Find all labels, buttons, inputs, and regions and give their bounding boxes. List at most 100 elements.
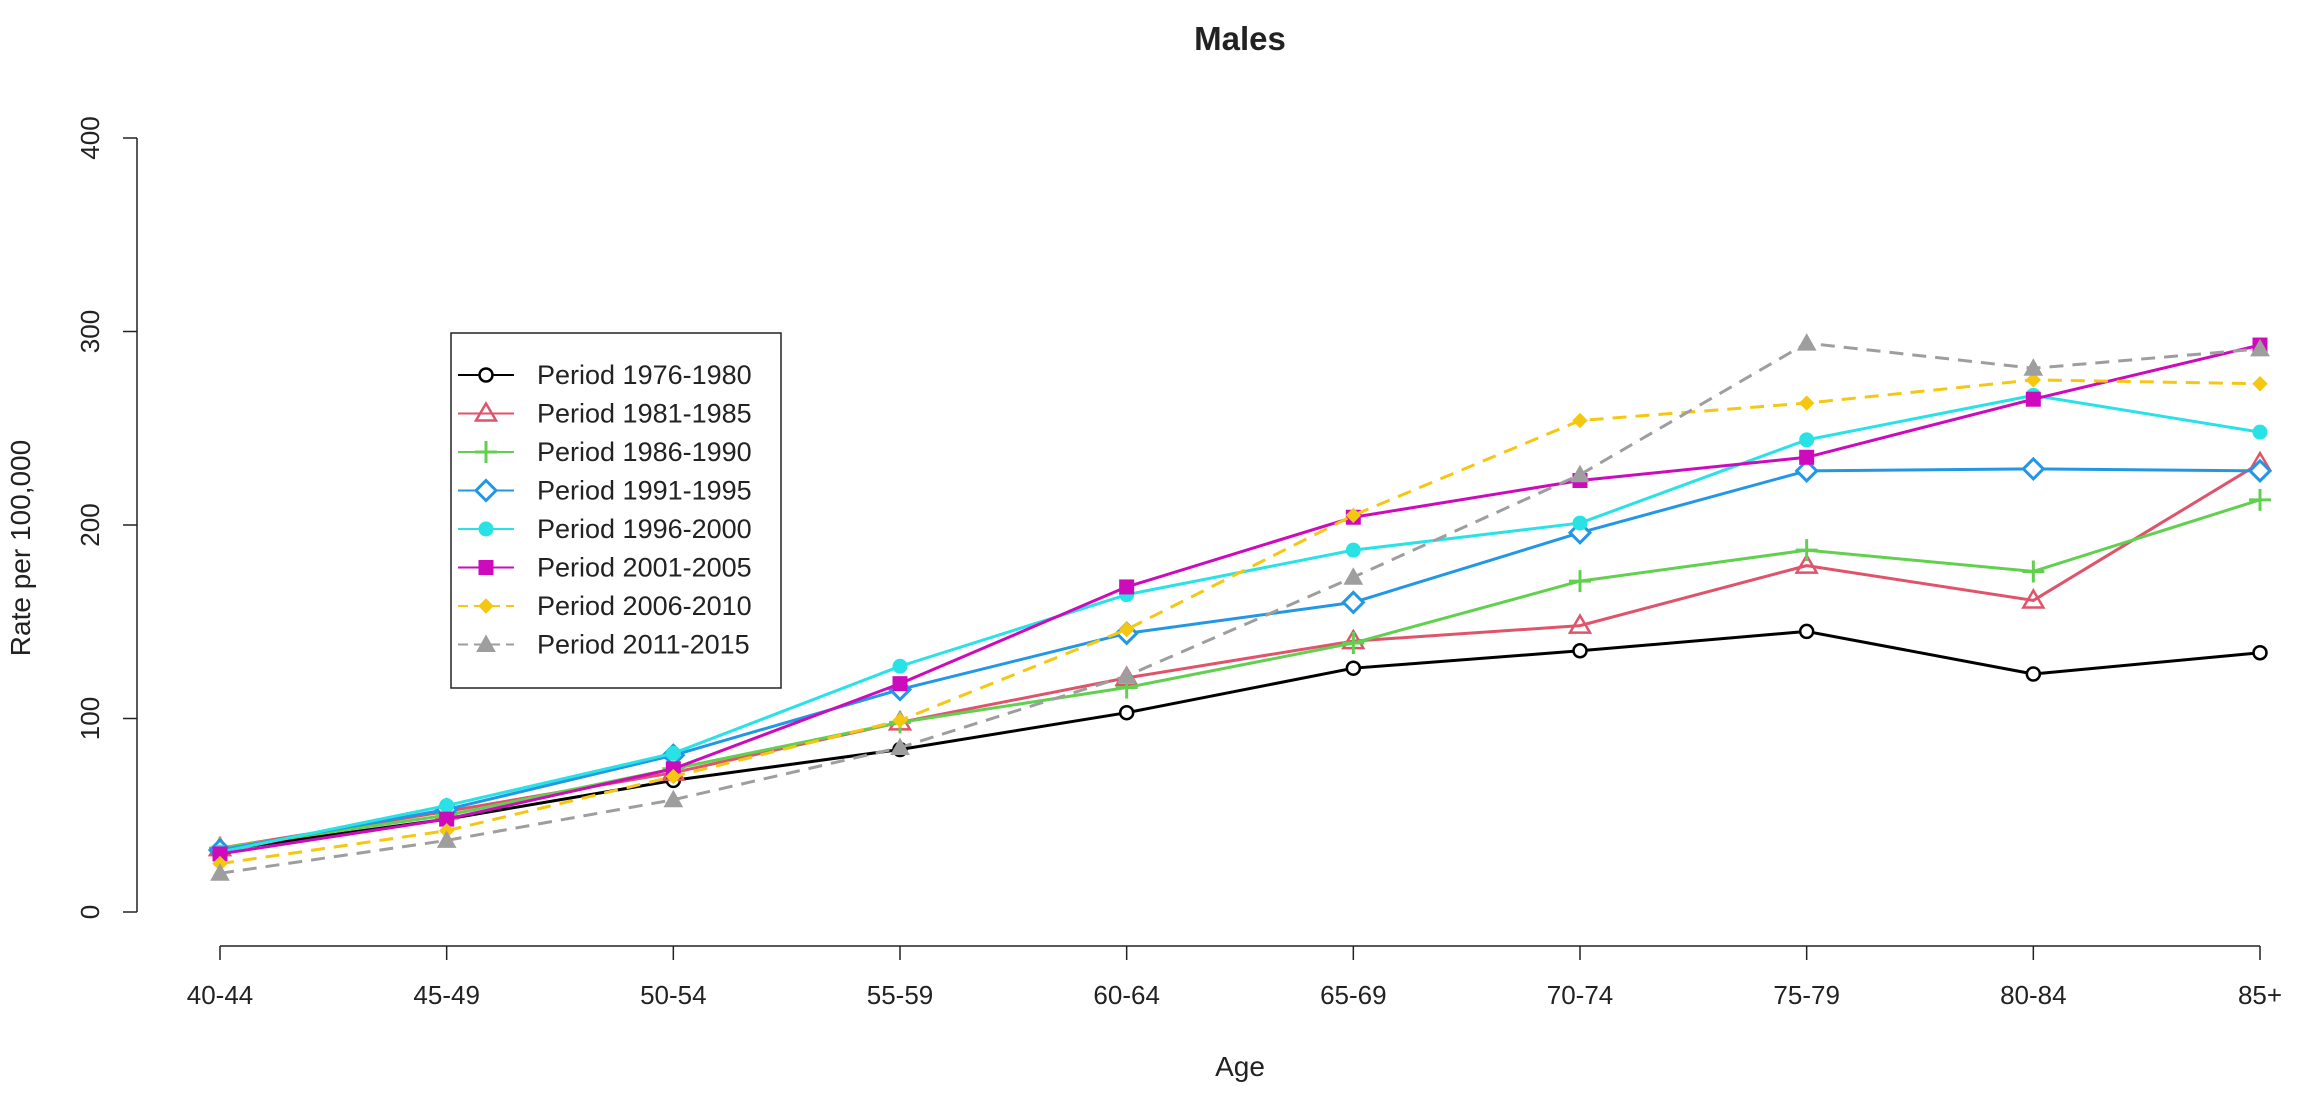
data-point (665, 745, 681, 761)
legend-label: Period 1996-2000 (537, 514, 752, 544)
data-point (2252, 424, 2268, 440)
data-point (1570, 464, 1590, 483)
data-point (890, 737, 910, 756)
y-tick-label: 200 (75, 503, 105, 546)
series-layer (207, 333, 2273, 881)
data-point (1572, 412, 1588, 429)
data-point (1799, 432, 1815, 448)
legend-label: Period 1976-1980 (537, 360, 752, 390)
x-tick-label: 50-54 (640, 980, 707, 1010)
x-tick-label: 70-74 (1547, 980, 1614, 1010)
data-point (1795, 539, 1818, 562)
series-line (219, 343, 2261, 856)
series-6 (212, 337, 2268, 862)
data-point (210, 863, 230, 881)
legend: Period 1976-1980 Period 1981-1985 Period 1… (450, 332, 782, 689)
legend-label: Period 2006-2010 (537, 591, 752, 621)
data-point (439, 798, 455, 814)
series-7 (212, 372, 2268, 872)
data-point (2249, 488, 2271, 511)
series-8 (210, 333, 2270, 881)
chart-title: Males (1194, 20, 1286, 57)
data-point (1341, 590, 1366, 615)
data-point (1345, 660, 1362, 676)
data-point (1119, 579, 1135, 595)
data-point (1794, 458, 1819, 483)
x-tick-label: 65-69 (1320, 980, 1387, 1010)
series-line (219, 341, 2261, 875)
x-tick-label: 40-44 (187, 980, 254, 1010)
data-point (2022, 560, 2045, 583)
y-tick-label: 100 (75, 697, 105, 740)
data-point (2252, 644, 2268, 661)
data-point (1569, 570, 1591, 593)
legend-box (450, 332, 782, 689)
legend-marker (473, 401, 499, 422)
legend-marker (478, 560, 494, 575)
y-axis-label: Rate per 100,000 (5, 440, 36, 656)
legend-item: Period 1996-2000 (458, 514, 752, 544)
legend-item: Period 2006-2010 (458, 591, 752, 621)
series-line (219, 498, 2261, 850)
series-line (219, 629, 2261, 852)
legend-marker (478, 598, 494, 614)
data-point (2250, 338, 2270, 357)
legend-marker (478, 521, 494, 537)
data-point (892, 658, 908, 674)
legend-marker (475, 441, 497, 463)
legend-label: Period 2011-2015 (537, 630, 750, 660)
data-point (1343, 567, 1364, 585)
data-point (1572, 643, 1588, 659)
legend-label: Period 2001-2005 (537, 553, 752, 583)
data-point (1572, 515, 1588, 531)
legend-marker (478, 367, 494, 383)
series-line (219, 378, 2261, 866)
legend-marker (473, 478, 499, 503)
data-point (436, 830, 457, 848)
x-axis-label: Age (1215, 1051, 1265, 1082)
data-point (2025, 391, 2041, 407)
legend-item: Period 1986-1990 (458, 437, 752, 467)
data-point (1116, 665, 1137, 684)
x-tick-label: 85+ (2238, 980, 2282, 1010)
legend-item: Period 1991-1995 (458, 476, 752, 506)
data-point (665, 768, 682, 785)
data-point (2021, 587, 2046, 609)
y-tick-label: 0 (75, 905, 105, 919)
axes: 0 100 200 300 400 40-44 45-49 50-54 55-59 60-64 65… (75, 116, 2282, 1010)
data-point (2247, 458, 2273, 483)
legend-item: Period 1976-1980 (458, 360, 752, 390)
x-tick-label: 60-64 (1093, 980, 1160, 1010)
data-point (1118, 621, 1135, 638)
data-point (2252, 376, 2268, 392)
data-point (1118, 704, 1135, 721)
x-tick-label: 80-84 (2000, 980, 2067, 1010)
data-point (663, 789, 684, 808)
series-line (219, 467, 2261, 852)
x-tick-label: 75-79 (1773, 980, 1840, 1010)
data-point (1345, 507, 1362, 524)
data-point (1798, 623, 1815, 640)
data-point (1794, 553, 1819, 574)
x-tick-label: 55-59 (867, 980, 934, 1010)
legend-item: Period 2001-2005 (458, 553, 752, 583)
data-point (2025, 372, 2042, 388)
data-point (1345, 542, 1361, 558)
data-point (892, 712, 908, 729)
legend-label: Period 1986-1990 (537, 437, 752, 467)
y-tick-label: 400 (75, 116, 105, 159)
legend-label: Period 1991-1995 (537, 476, 752, 506)
data-point (2023, 358, 2044, 376)
legend-label: Period 1981-1985 (537, 399, 752, 429)
data-point (1567, 613, 1593, 634)
data-point (1342, 632, 1365, 655)
data-point (1799, 449, 1815, 465)
data-point (1798, 395, 1815, 411)
data-point (1796, 333, 1817, 351)
data-point (2025, 666, 2042, 682)
data-point (892, 676, 908, 692)
legend-marker (476, 634, 496, 652)
x-tick-label: 45-49 (413, 980, 480, 1010)
data-point (2021, 456, 2046, 482)
